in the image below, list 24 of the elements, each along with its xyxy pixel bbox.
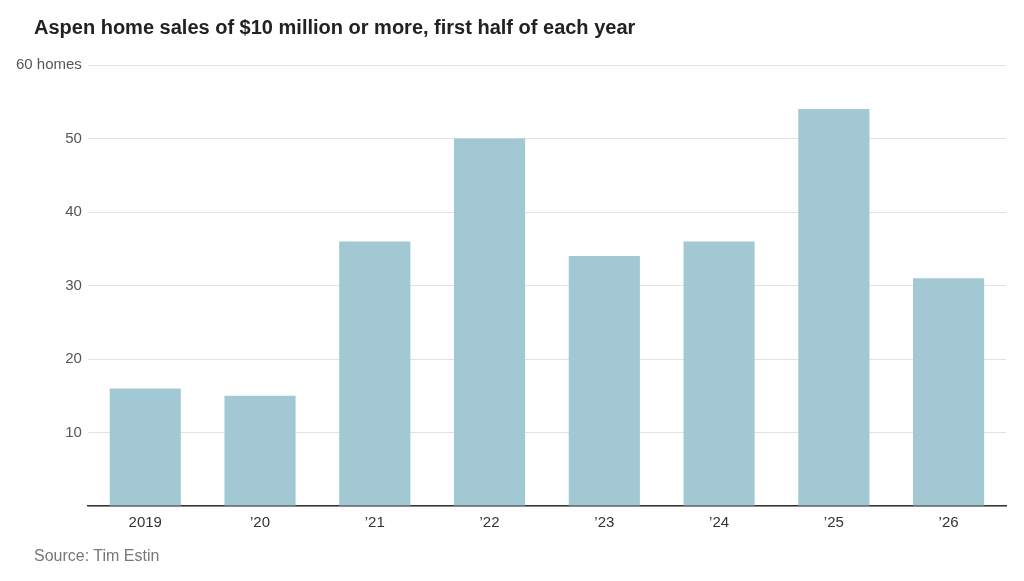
x-tick-label: ’21 (364, 513, 385, 531)
x-tick-label: 2019 (128, 513, 162, 531)
x-tick-label: ’25 (823, 513, 844, 531)
bar (683, 241, 755, 506)
bar (798, 109, 870, 506)
bar (913, 278, 985, 506)
x-tick-label: ’24 (709, 513, 730, 531)
y-tick-label: 30 (65, 275, 82, 293)
bar (224, 395, 296, 506)
y-tick-label: 40 (65, 202, 82, 220)
x-tick-label: ’20 (250, 513, 271, 531)
bar (339, 241, 411, 506)
x-tick-label: ’22 (479, 513, 500, 531)
x-tick-label: ’26 (938, 513, 959, 531)
y-tick-label: 10 (65, 422, 82, 440)
bar (568, 256, 640, 506)
bar (453, 138, 526, 506)
bar (109, 388, 181, 506)
chart-title: Aspen home sales of $10 million or more, first half of each year (34, 16, 636, 39)
x-tick-label: ’23 (594, 513, 615, 531)
y-tick-label: 20 (65, 349, 82, 367)
y-tick-label: 50 (65, 128, 82, 146)
source-note: Source: Tim Estin (34, 547, 160, 565)
y-tick-label: 60 homes (16, 55, 82, 73)
